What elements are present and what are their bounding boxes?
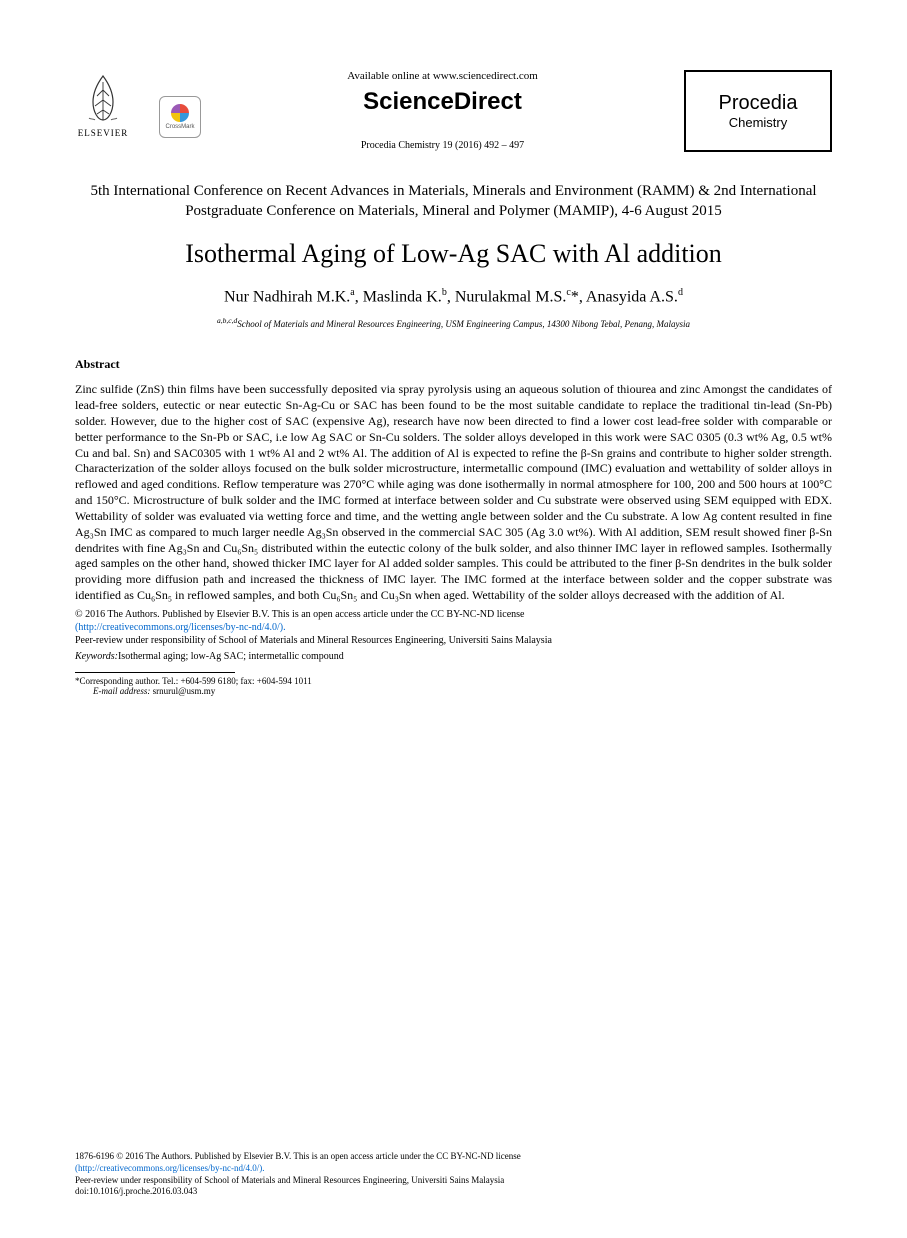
abstract-heading: Abstract xyxy=(75,357,832,372)
corresponding-author-line: *Corresponding author. Tel.: +604-599 61… xyxy=(75,676,832,686)
affiliation: a,b,c,dSchool of Materials and Mineral R… xyxy=(75,316,832,329)
crossmark-icon xyxy=(171,104,189,122)
corresponding-email-line: E-mail address: srnurul@usm.my xyxy=(93,686,832,696)
license-link[interactable]: (http://creativecommons.org/licenses/by-… xyxy=(75,622,286,633)
center-header: Available online at www.sciencedirect.co… xyxy=(201,70,684,151)
abstract-body: Zinc sulfide (ZnS) thin films have been … xyxy=(75,382,832,604)
affiliation-superscript: a,b,c,d xyxy=(217,316,237,325)
elsevier-label: ELSEVIER xyxy=(75,128,131,138)
journal-reference: Procedia Chemistry 19 (2016) 492 – 497 xyxy=(221,140,664,151)
header-row: ELSEVIER CrossMark Available online at w… xyxy=(75,70,832,152)
paper-title: Isothermal Aging of Low-Ag SAC with Al a… xyxy=(75,239,832,269)
page-footer: 1876-6196 © 2016 The Authors. Published … xyxy=(75,1151,832,1198)
peer-review-line: Peer-review under responsibility of Scho… xyxy=(75,635,552,646)
keywords-line: Keywords:Isothermal aging; low-Ag SAC; i… xyxy=(75,651,832,662)
email-address: srnurul@usm.my xyxy=(153,686,216,696)
affiliation-text: School of Materials and Mineral Resource… xyxy=(237,319,690,329)
procedia-subtitle: Chemistry xyxy=(729,115,788,130)
elsevier-logo: ELSEVIER xyxy=(75,70,131,138)
footer-doi: doi:10.1016/j.proche.2016.03.043 xyxy=(75,1186,197,1196)
corresponding-separator xyxy=(75,672,235,673)
email-label: E-mail address: xyxy=(93,686,150,696)
copyright-block: © 2016 The Authors. Published by Elsevie… xyxy=(75,608,832,647)
footer-peer-review: Peer-review under responsibility of Scho… xyxy=(75,1175,504,1185)
keywords-label: Keywords: xyxy=(75,651,118,662)
authors-list: Nur Nadhirah M.K.a, Maslinda K.b, Nurula… xyxy=(75,287,832,306)
footer-issn-line: 1876-6196 © 2016 The Authors. Published … xyxy=(75,1151,521,1161)
sciencedirect-logo: ScienceDirect xyxy=(221,88,664,116)
elsevier-tree-icon xyxy=(75,70,131,126)
footer-license-link[interactable]: (http://creativecommons.org/licenses/by-… xyxy=(75,1163,265,1173)
keywords-text: Isothermal aging; low-Ag SAC; intermetal… xyxy=(118,651,344,662)
procedia-title: Procedia xyxy=(719,92,798,115)
copyright-line1: © 2016 The Authors. Published by Elsevie… xyxy=(75,609,524,620)
available-online-text: Available online at www.sciencedirect.co… xyxy=(221,70,664,82)
left-logos: ELSEVIER CrossMark xyxy=(75,70,201,138)
procedia-journal-box: Procedia Chemistry xyxy=(684,70,832,152)
conference-title: 5th International Conference on Recent A… xyxy=(75,182,832,221)
crossmark-label: CrossMark xyxy=(165,124,194,130)
crossmark-badge[interactable]: CrossMark xyxy=(159,96,201,138)
